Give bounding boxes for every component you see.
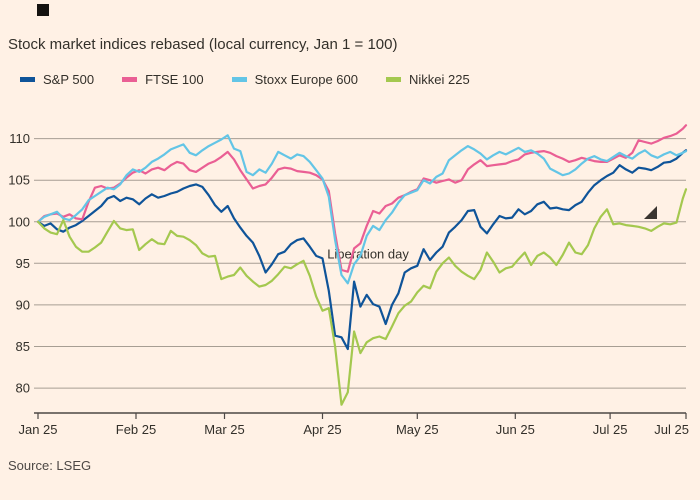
- y-tick-label: 90: [16, 297, 30, 312]
- legend-swatch-icon: [20, 77, 35, 82]
- legend: S&P 500 FTSE 100 Stoxx Europe 600 Nikkei 22…: [20, 72, 470, 87]
- y-tick-label: 80: [16, 381, 30, 396]
- x-tick-label: Jul 25: [593, 422, 628, 437]
- legend-item-s-p-500: S&P 500: [20, 72, 94, 87]
- annotation-liberation-day: Liberation day: [327, 246, 409, 261]
- series-s-p-500: [36, 149, 688, 351]
- x-tick-label: Jan 25: [18, 422, 57, 437]
- y-tick-label: 110: [9, 131, 30, 146]
- legend-swatch-icon: [231, 77, 247, 82]
- y-tick-label: 85: [16, 339, 30, 354]
- x-tick-label: May 25: [396, 422, 439, 437]
- x-tick-label: Mar 25: [204, 422, 244, 437]
- x-tick-label: Jun 25: [496, 422, 535, 437]
- series-nikkei-225: [36, 188, 688, 406]
- legend-label: FTSE 100: [145, 72, 204, 87]
- y-tick-label: 95: [16, 256, 30, 271]
- y-tick-label: 105: [8, 173, 30, 188]
- chart-title: Stock market indices rebased (local curr…: [8, 36, 398, 53]
- x-tick-label: Jul 25: [654, 422, 689, 437]
- legend-item-ftse-100: FTSE 100: [122, 72, 204, 87]
- black-square-marker: [37, 4, 49, 16]
- legend-label: Stoxx Europe 600: [254, 72, 358, 87]
- y-tick-label: 100: [8, 214, 30, 229]
- legend-item-nikkei-225: Nikkei 225: [385, 72, 470, 87]
- series-stoxx-europe-600: [36, 134, 688, 285]
- legend-swatch-icon: [122, 77, 138, 82]
- legend-item-stoxx-europe-600: Stoxx Europe 600: [231, 72, 358, 87]
- x-tick-label: Apr 25: [303, 422, 341, 437]
- legend-label: Nikkei 225: [408, 72, 470, 87]
- series-ftse-100: [36, 124, 688, 273]
- x-tick-label: Feb 25: [116, 422, 156, 437]
- legend-label: S&P 500: [43, 72, 95, 87]
- triangle-artifact-icon: [644, 206, 657, 219]
- legend-swatch-icon: [385, 77, 401, 82]
- source-label: Source: LSEG: [8, 458, 92, 473]
